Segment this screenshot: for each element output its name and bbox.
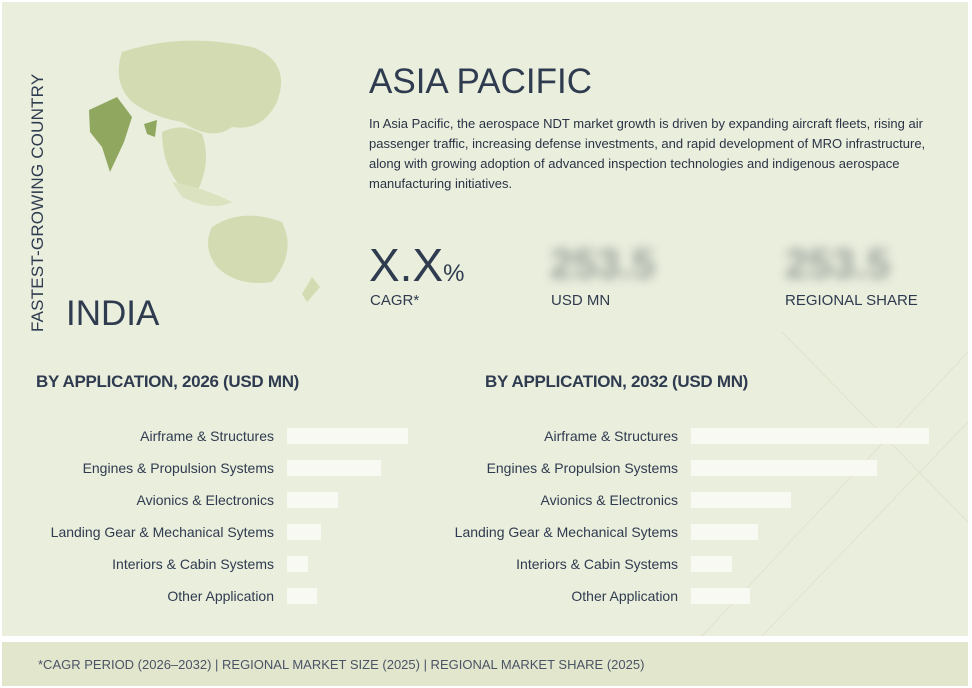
footer-note: *CAGR PERIOD (2026–2032) | REGIONAL MARK… [38, 657, 645, 672]
category-label: Engines & Propulsion Systems [486, 460, 678, 476]
category-label: Interiors & Cabin Systems [516, 556, 678, 572]
category-label: Airframe & Structures [544, 428, 678, 444]
cagr-label: CAGR* [370, 292, 420, 309]
category-label: Interiors & Cabin Systems [112, 556, 274, 572]
bar [287, 524, 321, 540]
infographic-panel: FASTEST-GROWING COUNTRY INDIA ASIA PACIF… [2, 2, 968, 636]
regional-share-value: 253.5 [785, 240, 891, 287]
chart-2026-title: BY APPLICATION, 2026 (USD MN) [36, 372, 300, 391]
bar [691, 428, 929, 444]
bar [691, 492, 791, 508]
india-highlight [89, 97, 132, 172]
bar [691, 588, 750, 604]
category-label: Other Application [167, 588, 274, 604]
category-label: Landing Gear & Mechanical Sytems [50, 524, 274, 540]
market-size-label: USD MN [551, 292, 611, 309]
category-label: Landing Gear & Mechanical Sytems [454, 524, 678, 540]
bar [287, 492, 338, 508]
chart-2032-title: BY APPLICATION, 2032 (USD MN) [485, 372, 749, 391]
bar [287, 556, 308, 572]
bar [691, 524, 758, 540]
category-label: Airframe & Structures [140, 428, 274, 444]
footer: *CAGR PERIOD (2026–2032) | REGIONAL MARK… [2, 642, 968, 686]
bar [287, 588, 317, 604]
region-title: ASIA PACIFIC [369, 62, 593, 101]
category-label: Avionics & Electronics [136, 492, 274, 508]
asia-pacific-map [89, 40, 320, 302]
category-label: Engines & Propulsion Systems [82, 460, 274, 476]
cagr-value: X.X% [369, 239, 465, 291]
bar [691, 556, 732, 572]
category-label: Avionics & Electronics [540, 492, 678, 508]
regional-share-label: REGIONAL SHARE [785, 292, 918, 309]
fastest-growing-label: FASTEST-GROWING COUNTRY [28, 73, 47, 332]
category-label: Other Application [571, 588, 678, 604]
bar [287, 428, 408, 444]
bar [287, 460, 381, 476]
country-name: INDIA [66, 294, 160, 333]
market-size-value: 253.5 [550, 240, 656, 287]
bar [691, 460, 877, 476]
region-description: In Asia Pacific, the aerospace NDT marke… [369, 116, 926, 191]
